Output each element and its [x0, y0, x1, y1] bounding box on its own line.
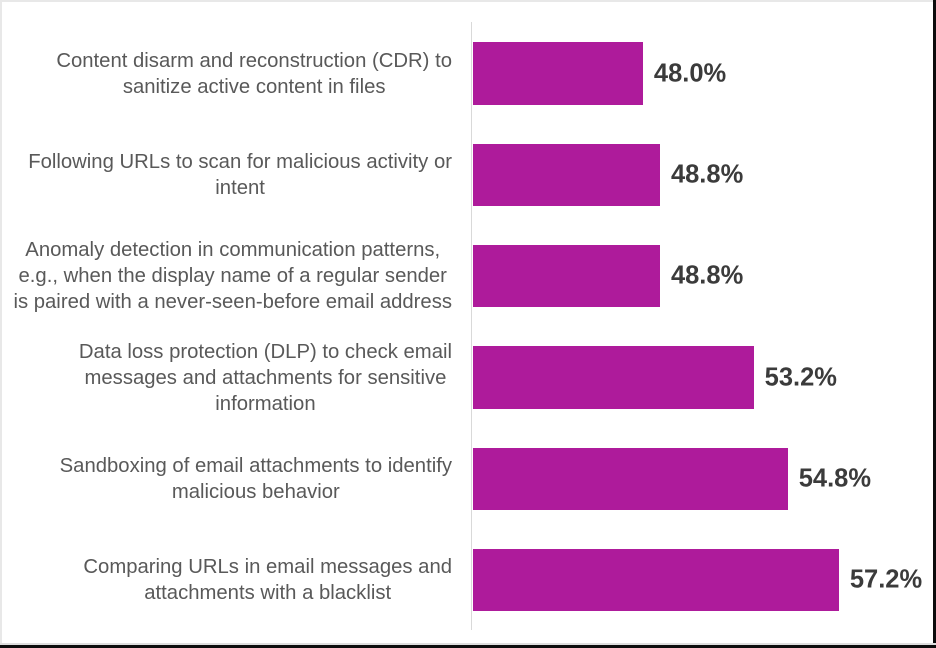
- category-axis-line: [470, 22, 473, 630]
- bar-1: [472, 143, 660, 206]
- bar-4: [472, 447, 788, 510]
- border-right: [933, 0, 936, 648]
- category-label-4: Sandboxing of email attachments to ident…: [59, 454, 452, 503]
- border-bottom-black: [0, 645, 936, 648]
- category-label-3: Data loss protection (DLP) to check emai…: [78, 340, 452, 415]
- border-bottom-gray: [0, 643, 936, 645]
- value-label-4: 54.8%: [798, 464, 872, 493]
- bar-3: [472, 346, 754, 409]
- bar-5: [472, 549, 839, 612]
- value-label-5: 57.2%: [849, 565, 923, 594]
- bar-2: [472, 245, 660, 308]
- category-label-2: Anomaly detection in communication patte…: [13, 239, 452, 314]
- category-label-5: Comparing URLs in email messages and atta…: [83, 556, 452, 605]
- bar-0: [472, 42, 643, 105]
- value-label-0: 48.0%: [653, 59, 727, 87]
- value-label-2: 48.8%: [670, 261, 744, 290]
- value-label-1: 48.8%: [670, 160, 744, 189]
- border-top: [0, 0, 936, 2]
- category-label-1: Following URLs to scan for malicious act…: [28, 150, 452, 199]
- border-left: [0, 0, 2, 643]
- category-label-0: Content disarm and reconstruction (CDR) …: [56, 49, 452, 98]
- value-label-3: 53.2%: [764, 363, 837, 392]
